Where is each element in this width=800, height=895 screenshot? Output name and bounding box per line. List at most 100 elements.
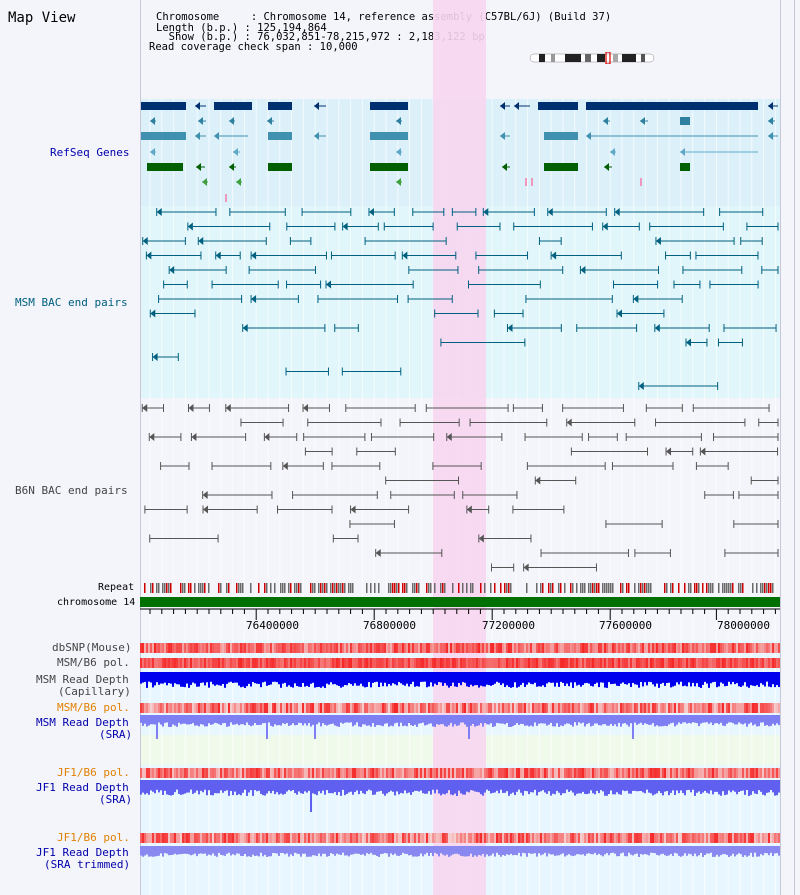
polymorphism-heat bbox=[302, 658, 304, 668]
repeat-mark bbox=[684, 583, 686, 593]
read-depth-bar bbox=[304, 780, 306, 792]
polymorphism-heat bbox=[234, 643, 236, 653]
polymorphism-heat bbox=[252, 703, 254, 713]
polymorphism-heat bbox=[512, 833, 514, 843]
polymorphism-heat bbox=[640, 703, 642, 713]
read-depth-bar bbox=[252, 715, 254, 726]
polymorphism-heat bbox=[408, 703, 410, 713]
chromosome-ideogram[interactable] bbox=[529, 52, 655, 64]
track-label-msm-bac[interactable]: MSM BAC end pairs bbox=[15, 296, 128, 309]
read-depth-bar bbox=[450, 780, 452, 795]
b6n-bac-pair bbox=[225, 404, 231, 412]
read-depth-bar bbox=[708, 672, 710, 688]
read-depth-bar bbox=[160, 715, 162, 725]
polymorphism-heat bbox=[158, 833, 160, 843]
read-depth-bar bbox=[224, 846, 226, 856]
polymorphism-heat bbox=[192, 703, 194, 713]
repeat-mark bbox=[672, 583, 674, 593]
polymorphism-heat bbox=[274, 643, 276, 653]
read-depth-bar bbox=[166, 846, 168, 854]
polymorphism-heat bbox=[560, 703, 562, 713]
polymorphism-heat bbox=[526, 833, 528, 843]
read-depth-bar bbox=[338, 672, 340, 687]
polymorphism-heat bbox=[420, 768, 422, 778]
read-depth-bar bbox=[366, 672, 368, 687]
refseq-gene bbox=[268, 132, 292, 140]
polymorphism-heat bbox=[452, 768, 454, 778]
polymorphism-heat bbox=[284, 643, 286, 653]
repeat-mark bbox=[162, 583, 164, 593]
polymorphism-heat bbox=[754, 768, 756, 778]
read-depth-bar bbox=[762, 715, 764, 723]
refseq-gene bbox=[229, 117, 234, 125]
read-depth-bar bbox=[412, 715, 414, 727]
polymorphism-heat bbox=[462, 658, 464, 668]
read-depth-bar bbox=[720, 780, 722, 796]
msm-bac-pair bbox=[638, 382, 644, 390]
read-depth-bar bbox=[670, 780, 672, 793]
repeat-mark bbox=[604, 583, 606, 593]
polymorphism-heat bbox=[518, 768, 520, 778]
polymorphism-heat bbox=[322, 658, 324, 668]
read-depth-bar bbox=[288, 672, 290, 686]
polymorphism-heat bbox=[278, 703, 280, 713]
read-depth-bar bbox=[692, 715, 694, 723]
read-depth-bar bbox=[294, 715, 296, 726]
polymorphism-heat bbox=[766, 703, 768, 713]
track-label-b6n-bac[interactable]: B6N BAC end pairs bbox=[15, 484, 128, 497]
read-depth-bar bbox=[180, 715, 182, 725]
read-depth-bar bbox=[544, 672, 546, 688]
polymorphism-heat bbox=[536, 643, 538, 653]
polymorphism-heat bbox=[172, 703, 174, 713]
read-depth-bar bbox=[404, 846, 406, 854]
read-depth-bar bbox=[544, 780, 546, 793]
polymorphism-heat bbox=[286, 768, 288, 778]
read-depth-bar bbox=[380, 846, 382, 855]
polymorphism-heat bbox=[778, 643, 780, 653]
polymorphism-heat bbox=[602, 643, 604, 653]
polymorphism-heat bbox=[204, 768, 206, 778]
polymorphism-heat bbox=[702, 703, 704, 713]
track-label-refseq[interactable]: RefSeq Genes bbox=[50, 146, 130, 159]
read-depth-bar bbox=[334, 715, 336, 726]
read-depth-bar bbox=[730, 672, 732, 685]
read-depth-bar bbox=[714, 780, 716, 792]
polymorphism-heat bbox=[694, 768, 696, 778]
read-depth-bar bbox=[460, 672, 462, 686]
read-depth-bar bbox=[636, 715, 638, 725]
read-depth-bar bbox=[188, 780, 190, 793]
polymorphism-heat bbox=[202, 643, 204, 653]
read-depth-bar bbox=[724, 846, 726, 855]
read-depth-bar bbox=[322, 715, 324, 724]
polymorphism-heat bbox=[258, 703, 260, 713]
read-depth-bar bbox=[268, 846, 270, 857]
refseq-gene bbox=[396, 117, 401, 125]
polymorphism-heat bbox=[688, 658, 690, 668]
msm-bac-pair bbox=[146, 251, 152, 260]
polymorphism-heat bbox=[194, 643, 196, 653]
polymorphism-heat bbox=[538, 703, 540, 713]
read-depth-bar bbox=[296, 846, 298, 854]
polymorphism-heat bbox=[174, 768, 176, 778]
polymorphism-heat bbox=[432, 833, 434, 843]
read-depth-bar bbox=[330, 846, 332, 854]
read-depth-bar bbox=[208, 780, 210, 791]
read-depth-bar bbox=[618, 846, 620, 857]
polymorphism-heat bbox=[638, 643, 640, 653]
repeat-mark bbox=[156, 583, 158, 593]
polymorphism-heat bbox=[778, 833, 780, 843]
repeat-mark bbox=[628, 583, 630, 593]
read-depth-bar bbox=[624, 672, 626, 685]
read-depth-bar bbox=[144, 846, 146, 856]
read-depth-bar bbox=[148, 780, 150, 795]
read-depth-bar bbox=[722, 672, 724, 684]
repeat-mark bbox=[228, 583, 230, 593]
track-label-jf1-b6-pol-2: JF1/B6 pol. bbox=[57, 831, 130, 844]
polymorphism-heat bbox=[230, 833, 232, 843]
polymorphism-heat bbox=[620, 643, 622, 653]
msm-bac-pair bbox=[169, 266, 175, 274]
read-depth-bar bbox=[242, 715, 244, 725]
read-depth-bar bbox=[388, 780, 390, 793]
polymorphism-heat bbox=[342, 703, 344, 713]
